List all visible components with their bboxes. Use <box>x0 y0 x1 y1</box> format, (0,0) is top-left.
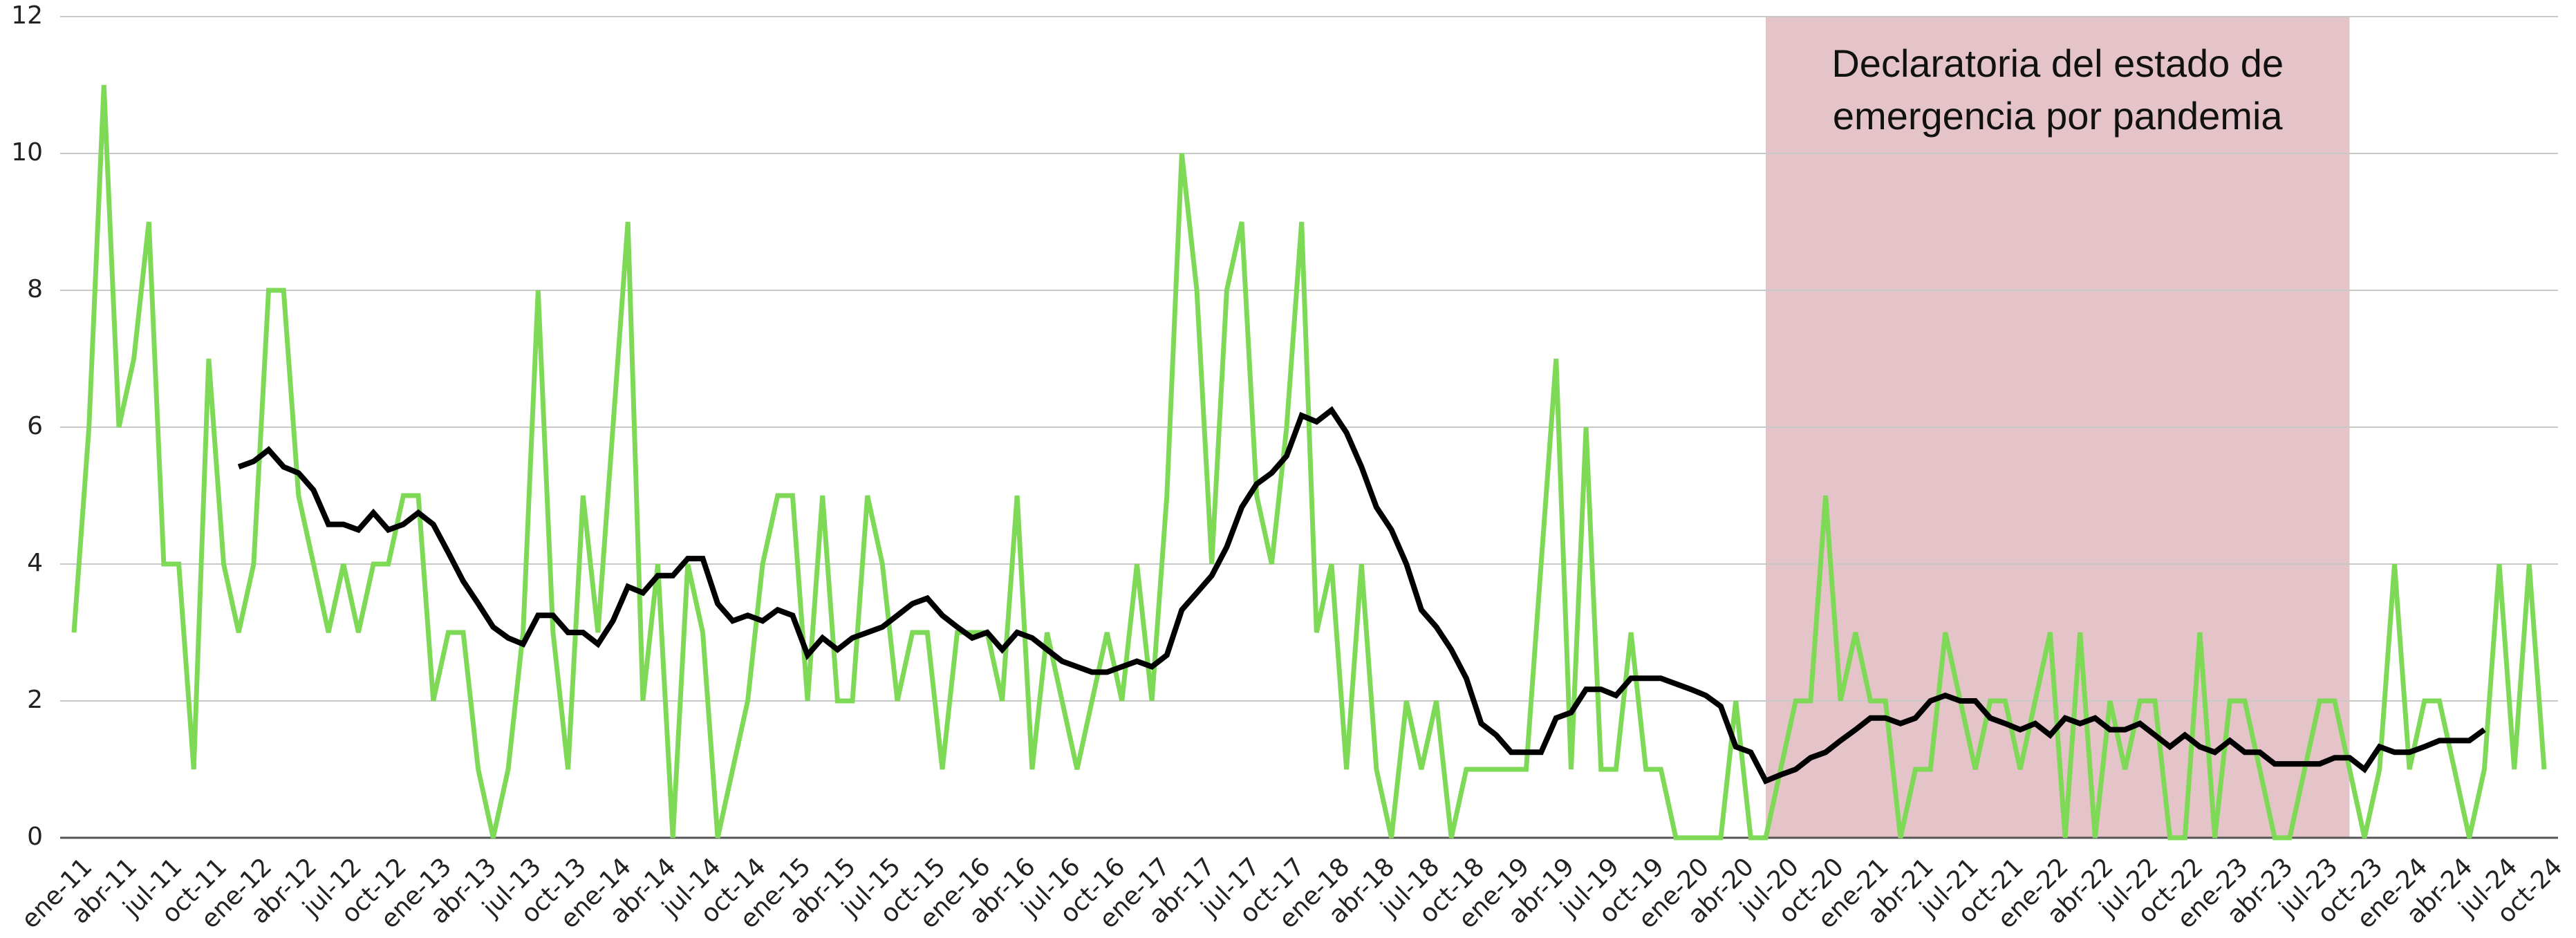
y-tick-label: 12 <box>11 1 43 30</box>
y-tick-label: 10 <box>11 138 43 167</box>
annotation: emergencia por pandemia <box>1833 94 2283 138</box>
y-tick-label: 4 <box>27 549 43 577</box>
series-line <box>237 406 2486 785</box>
y-tick-label: 8 <box>27 275 43 303</box>
y-tick-label: 2 <box>27 686 43 714</box>
y-tick-label: 6 <box>27 412 43 440</box>
series-line <box>71 84 2547 841</box>
y-tick-label: 0 <box>27 823 43 851</box>
annotation: Declaratoria del estado de <box>1831 41 2284 85</box>
